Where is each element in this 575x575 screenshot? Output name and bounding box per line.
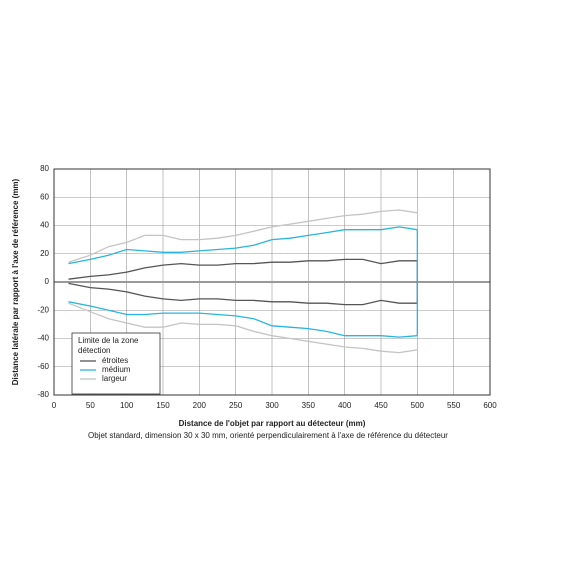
legend: Limite de la zonedétectionétroitesmédium… — [71, 332, 161, 395]
legend-label: médium — [102, 365, 131, 374]
y-tick-label: -60 — [37, 362, 49, 371]
x-tick-label: 350 — [302, 401, 316, 410]
series-line — [68, 301, 418, 338]
legend-label: étroites — [102, 356, 128, 365]
y-tick-label: 80 — [40, 164, 49, 173]
x-tick-label: 550 — [447, 401, 461, 410]
y-tick-label: 60 — [40, 192, 49, 201]
x-tick-label: 500 — [411, 401, 425, 410]
series-line — [68, 302, 418, 354]
x-tick-label: 600 — [483, 401, 497, 410]
y-tick-label: 0 — [45, 277, 50, 286]
y-tick-label: -20 — [37, 305, 49, 314]
x-tick-label: 0 — [52, 401, 57, 410]
x-tick-label: 200 — [193, 401, 207, 410]
series-line — [68, 226, 418, 265]
legend-box — [71, 332, 161, 395]
x-tick-label: 400 — [338, 401, 352, 410]
x-tick-label: 450 — [374, 401, 388, 410]
x-tick-label: 250 — [229, 401, 243, 410]
series-line — [68, 282, 418, 306]
y-tick-label: -80 — [37, 390, 49, 399]
legend-title: Limite de la zone — [78, 336, 139, 345]
series-line — [68, 258, 418, 280]
x-axis-label: Distance de l'objet par rapport au détec… — [179, 419, 366, 428]
y-axis-label: Distance latérale par rapport à l'axe de… — [11, 178, 20, 385]
y-tick-label: 20 — [40, 249, 49, 258]
x-tick-label: 150 — [156, 401, 170, 410]
legend-label: largeur — [102, 374, 127, 383]
x-tick-label: 100 — [120, 401, 134, 410]
x-tick-label: 50 — [86, 401, 95, 410]
y-tick-label: 40 — [40, 221, 49, 230]
legend-title: détection — [78, 346, 110, 355]
series-line — [68, 209, 418, 263]
y-tick-label: -40 — [37, 334, 49, 343]
plot-frame — [53, 168, 491, 396]
caption: Objet standard, dimension 30 x 30 mm, or… — [88, 431, 448, 440]
x-tick-label: 300 — [265, 401, 279, 410]
